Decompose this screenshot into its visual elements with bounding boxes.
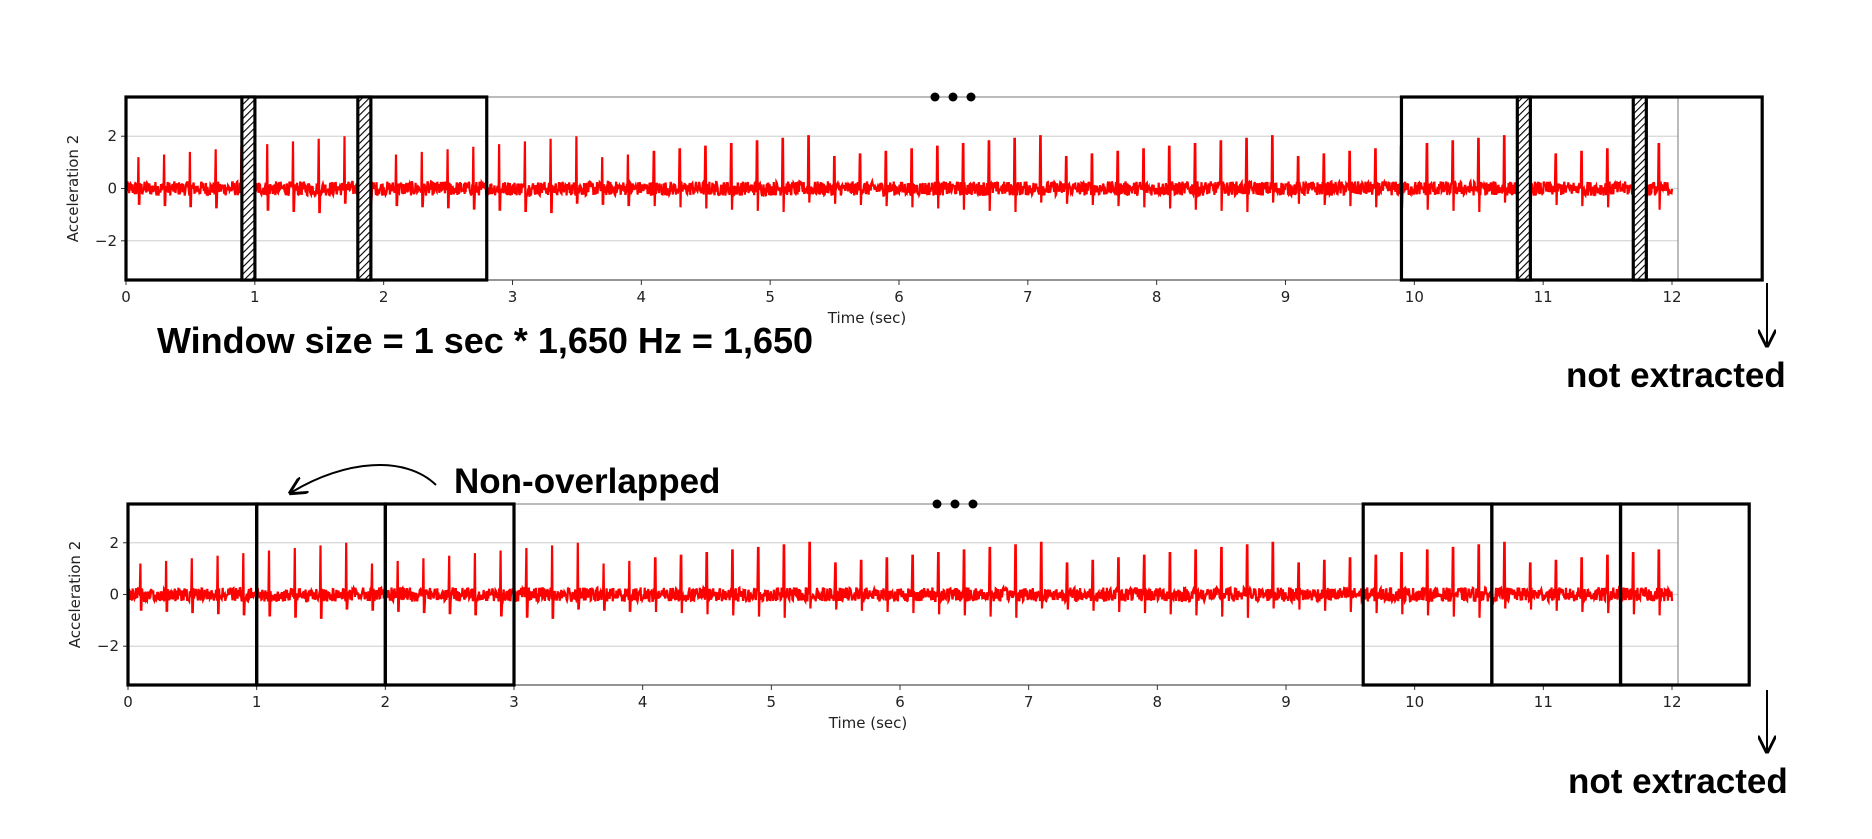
ellipsis-dot: [968, 499, 978, 509]
x-tick-label: 0: [123, 693, 133, 711]
x-tick-label: 2: [379, 288, 389, 306]
x-tick-label: 5: [767, 693, 777, 711]
overlap-region: [1515, 95, 1532, 282]
x-tick-label: 10: [1405, 288, 1424, 306]
x-tick-label: 7: [1023, 288, 1033, 306]
x-tick-label: 8: [1152, 288, 1162, 306]
x-tick-label: 11: [1534, 288, 1553, 306]
x-axis-label: Time (sec): [827, 309, 906, 327]
overlap-region: [356, 95, 373, 282]
x-tick-label: 9: [1281, 288, 1291, 306]
ellipsis-dot: [966, 92, 976, 102]
x-tick-label: 7: [1024, 693, 1034, 711]
arrows: [292, 283, 1767, 750]
overlap-region: [1631, 95, 1648, 282]
y-tick-label: 2: [107, 127, 117, 145]
x-tick-label: 12: [1662, 288, 1681, 306]
acceleration-signal: [124, 135, 1674, 214]
x-tick-label: 12: [1662, 693, 1681, 711]
x-tick-label: 6: [894, 288, 904, 306]
y-tick-label: 2: [109, 534, 119, 552]
x-tick-label: 9: [1281, 693, 1291, 711]
y-axis-label: Acceleration 2: [64, 135, 82, 243]
not-extracted-label-bottom: not extracted: [1568, 762, 1788, 801]
window-box: [383, 502, 516, 687]
x-tick-label: 0: [121, 288, 131, 306]
not-extracted-label-top: not extracted: [1566, 356, 1786, 395]
ellipsis-dot: [950, 499, 960, 509]
x-tick-label: 8: [1153, 693, 1163, 711]
x-tick-label: 2: [381, 693, 391, 711]
x-tick-label: 5: [765, 288, 775, 306]
window-box: [1618, 502, 1751, 687]
non-overlapped-arrow: [292, 464, 437, 492]
y-tick-label: −2: [95, 232, 117, 250]
y-tick-label: −2: [97, 637, 119, 655]
x-axis-label: Time (sec): [828, 714, 907, 732]
acceleration-signal: [126, 541, 1674, 619]
x-tick-label: 3: [508, 288, 518, 306]
x-tick-label: 1: [252, 693, 262, 711]
ellipsis-dot: [930, 92, 940, 102]
ellipsis-dot: [932, 499, 942, 509]
x-tick-label: 6: [895, 693, 905, 711]
y-tick-label: 0: [109, 586, 119, 604]
x-tick-label: 11: [1534, 693, 1553, 711]
x-tick-label: 10: [1405, 693, 1424, 711]
ellipsis-dot: [948, 92, 958, 102]
y-axis-label: Acceleration 2: [66, 541, 84, 649]
x-tick-label: 1: [250, 288, 260, 306]
x-tick-label: 4: [638, 693, 648, 711]
overlap-region: [240, 95, 257, 282]
x-tick-label: 3: [509, 693, 519, 711]
y-tick-label: 0: [107, 180, 117, 198]
x-tick-label: 4: [637, 288, 647, 306]
non-overlapped-label: Non-overlapped: [454, 462, 721, 501]
window-size-label: Window size = 1 sec * 1,650 Hz = 1,650: [157, 320, 814, 361]
